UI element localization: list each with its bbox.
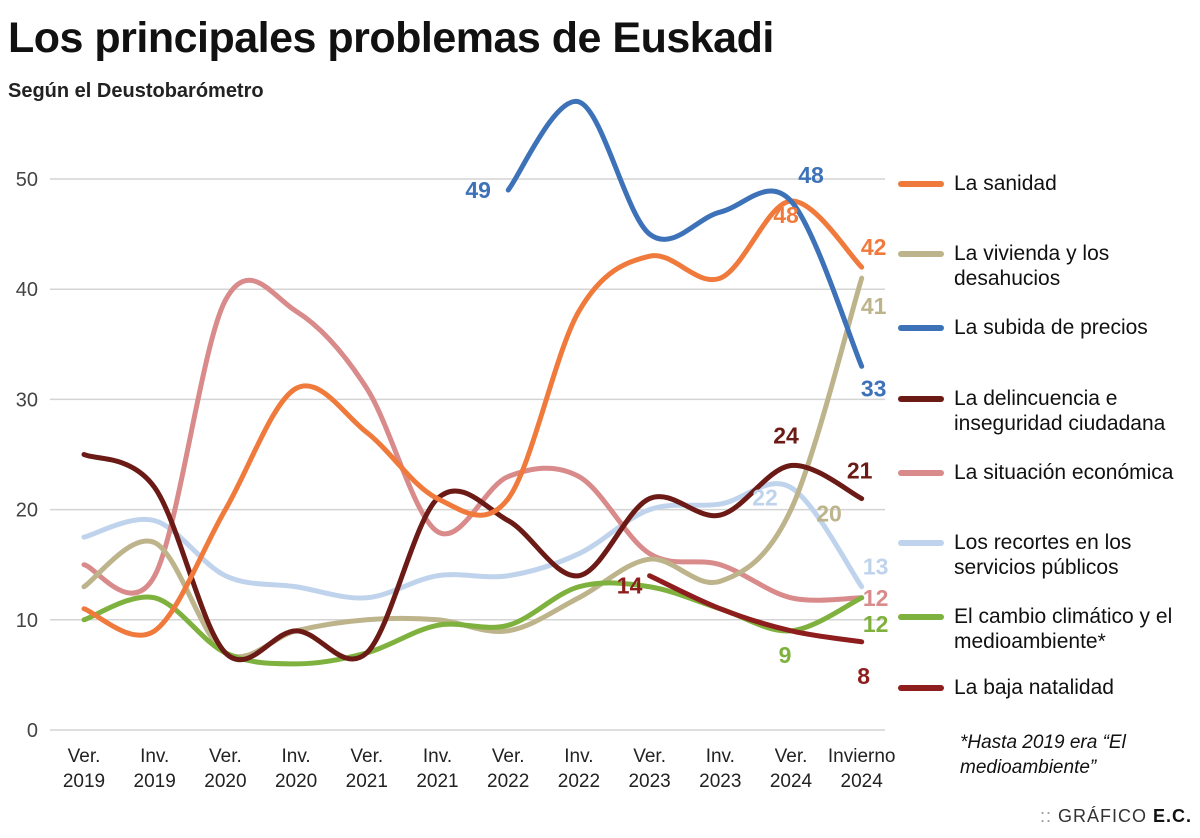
legend-swatch: [898, 251, 944, 257]
legend-item: Los recortes en los servicios públicos: [898, 530, 1200, 580]
data-label: 42: [861, 234, 887, 260]
series-line-8: [647, 573, 865, 645]
footnote: *Hasta 2019 era “El medioambiente”: [960, 732, 1126, 778]
legend-swatch: [898, 470, 944, 476]
x-tick-label: 2019: [63, 771, 105, 792]
data-label: 22: [752, 485, 778, 511]
y-tick-label: 40: [16, 279, 38, 301]
legend-item: La sanidad: [898, 171, 1200, 196]
legend-label: La situación económica: [954, 461, 1174, 484]
legend-swatch: [898, 540, 944, 546]
data-label: 21: [847, 458, 873, 484]
data-label: 49: [465, 177, 491, 203]
data-label: 33: [861, 375, 887, 401]
legend-label: Los recortes en los servicios públicos: [954, 531, 1132, 579]
y-tick-label: 10: [16, 610, 38, 632]
x-tick-label: Ver.: [775, 746, 808, 767]
x-tick-label: Inv.: [423, 746, 452, 767]
data-label: 12: [863, 611, 889, 637]
y-tick-label: 30: [16, 389, 38, 411]
x-tick-label: 2019: [134, 771, 176, 792]
y-tick-label: 0: [27, 720, 38, 742]
legend-label: La vivienda y los desahucios: [954, 242, 1110, 290]
data-label: 14: [617, 573, 643, 599]
legend-label: La baja natalidad: [954, 676, 1114, 699]
data-label: 48: [773, 202, 799, 228]
x-tick-label: Inv.: [706, 746, 735, 767]
series-line-2: [81, 275, 865, 660]
legend-item: La delincuencia e inseguridad ciudadana: [898, 386, 1200, 436]
x-tick-label: Ver.: [68, 746, 101, 767]
legend-swatch: [898, 396, 944, 402]
legend-item: La situación económica: [898, 460, 1200, 485]
legend-swatch: [898, 614, 944, 620]
series-line-7: [81, 580, 865, 667]
x-tick-label: Inv.: [281, 746, 310, 767]
legend-label: El cambio climático y el medioambiente*: [954, 605, 1173, 653]
data-label: 12: [863, 585, 889, 611]
data-label: 8: [857, 663, 870, 689]
legend-swatch: [898, 325, 944, 331]
credit: :: GRÁFICO E.C.: [1040, 806, 1192, 827]
chart-title: Los principales problemas de Euskadi: [8, 14, 774, 62]
credit-brand: E.C.: [1152, 806, 1192, 826]
x-tick-label: 2023: [699, 771, 741, 792]
legend-label: La sanidad: [954, 172, 1057, 195]
x-tick-label: 2021: [416, 771, 458, 792]
x-tick-label: Ver.: [209, 746, 242, 767]
x-tick-label: Inv.: [140, 746, 169, 767]
x-tick-label: 2024: [841, 771, 884, 792]
x-tick-label: Invierno: [828, 746, 896, 767]
data-label: 48: [798, 162, 824, 188]
series-line-4: [81, 452, 865, 663]
series-line-3: [505, 99, 865, 369]
legend-item: La subida de precios: [898, 315, 1200, 340]
legend-item: La baja natalidad: [898, 675, 1200, 700]
chart-subtitle: Según el Deustobarómetro: [8, 80, 264, 102]
y-tick-label: 20: [16, 500, 38, 522]
series-line-1: [81, 198, 865, 638]
credit-prefix: GRÁFICO: [1057, 806, 1147, 826]
legend-swatch: [898, 685, 944, 691]
x-tick-label: 2022: [558, 771, 600, 792]
data-label: 13: [863, 554, 889, 580]
data-label: 20: [816, 501, 842, 527]
x-tick-label: Ver.: [492, 746, 525, 767]
data-label: 41: [861, 293, 887, 319]
x-tick-label: 2023: [628, 771, 670, 792]
x-tick-label: 2022: [487, 771, 529, 792]
y-tick-label: 50: [16, 169, 38, 191]
legend-label: La delincuencia e inseguridad ciudadana: [954, 387, 1166, 435]
x-tick-label: 2021: [346, 771, 388, 792]
x-tick-label: 2020: [204, 771, 246, 792]
legend-item: La vivienda y los desahucios: [898, 241, 1200, 291]
legend-label: La subida de precios: [954, 316, 1148, 339]
x-tick-label: 2020: [275, 771, 317, 792]
x-tick-label: 2024: [770, 771, 813, 792]
legend-item: El cambio climático y el medioambiente*: [898, 604, 1200, 654]
x-tick-label: Inv.: [564, 746, 593, 767]
legend-swatch: [898, 181, 944, 187]
series-line-5: [81, 277, 865, 603]
series-line-6: [81, 481, 865, 601]
credit-dots-icon: ::: [1039, 806, 1058, 826]
data-label: 9: [779, 642, 792, 668]
x-tick-label: Ver.: [633, 746, 666, 767]
data-label: 24: [773, 423, 799, 449]
x-tick-label: Ver.: [350, 746, 383, 767]
